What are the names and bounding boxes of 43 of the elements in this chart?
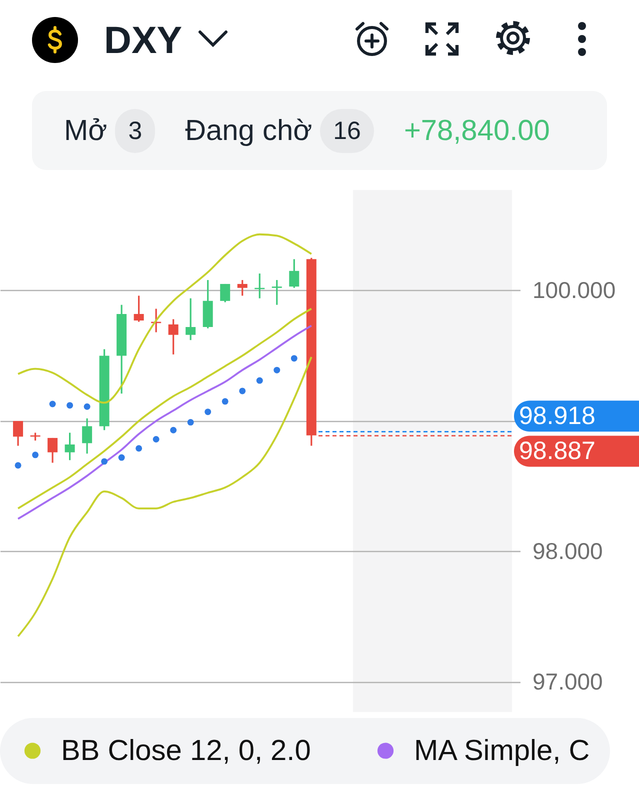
candlestick <box>220 283 230 304</box>
point <box>66 402 74 409</box>
candlestick <box>186 298 196 341</box>
candlestick <box>48 437 58 464</box>
point <box>152 436 160 442</box>
legend-label: BB Close 12, 0, 2.0 <box>61 734 311 767</box>
y-tick-label: 98.000 <box>532 538 603 564</box>
point <box>84 403 90 410</box>
point <box>290 355 298 362</box>
point <box>14 462 22 469</box>
candlestick <box>168 318 178 356</box>
legend-label: MA Simple, C <box>414 734 590 767</box>
candlestick <box>237 279 248 297</box>
candlestick <box>64 432 75 461</box>
y-tick-label: 100.000 <box>532 276 616 303</box>
text: Đang chờ <box>185 114 312 148</box>
candlestick <box>13 420 24 447</box>
ref-line-label: 98.887 <box>519 437 596 466</box>
line-series <box>17 233 312 404</box>
text: 3 <box>115 108 156 152</box>
point <box>49 400 56 408</box>
text: Mở <box>64 114 108 148</box>
point <box>32 452 39 458</box>
text: 16 <box>320 108 374 152</box>
point <box>204 408 212 416</box>
text: +78,840.00 <box>404 114 550 148</box>
point <box>187 419 194 426</box>
ref-line-label: 98.918 <box>519 402 596 430</box>
chart-title: DXY <box>104 19 182 63</box>
candlestick <box>82 418 92 454</box>
point <box>256 377 263 384</box>
point <box>136 445 142 452</box>
candlestick <box>272 279 282 306</box>
candlestick <box>134 294 144 323</box>
point <box>170 426 177 434</box>
y-tick-label: 97.000 <box>532 668 603 694</box>
point <box>101 458 108 465</box>
line-series <box>17 356 312 638</box>
point <box>274 366 280 374</box>
point <box>118 454 125 461</box>
point <box>222 398 228 405</box>
candlestick <box>289 258 300 289</box>
point <box>239 388 246 394</box>
